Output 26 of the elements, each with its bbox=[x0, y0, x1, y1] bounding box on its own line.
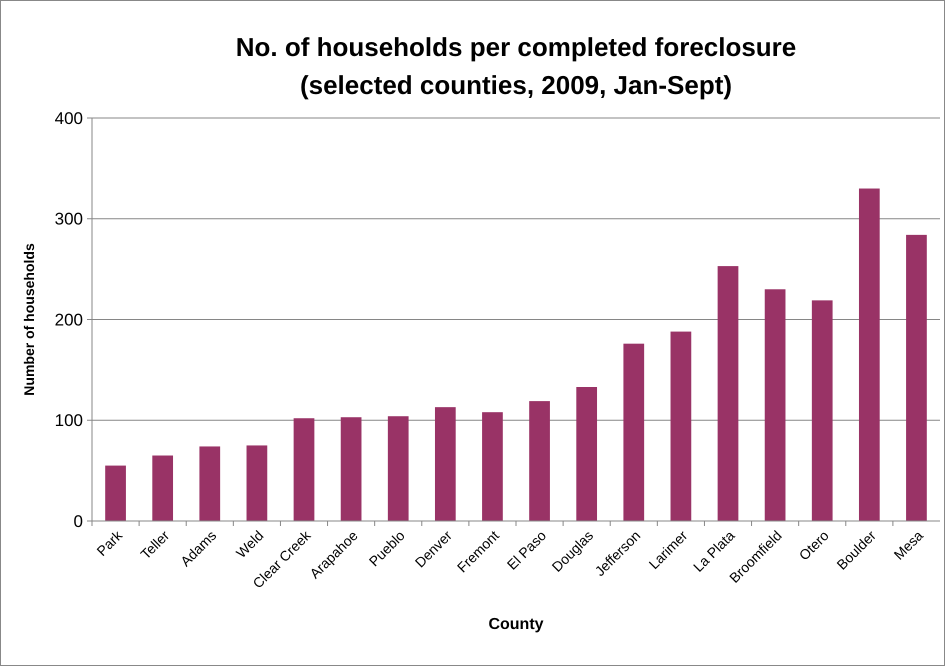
bar bbox=[294, 418, 314, 521]
bar bbox=[906, 234, 927, 521]
y-tick-label: 400 bbox=[54, 108, 83, 128]
bar bbox=[482, 412, 503, 521]
x-axis-title: County bbox=[488, 616, 544, 633]
bar bbox=[718, 266, 738, 521]
bar bbox=[199, 446, 220, 521]
bar bbox=[105, 466, 126, 521]
bar bbox=[434, 407, 456, 521]
y-tick-label: 300 bbox=[54, 210, 83, 229]
bar bbox=[246, 445, 268, 521]
y-tick-label: 100 bbox=[54, 411, 83, 430]
bar bbox=[340, 417, 362, 521]
y-axis-title: Number of households bbox=[21, 243, 37, 396]
bar bbox=[623, 344, 644, 521]
bar bbox=[858, 188, 880, 521]
bar bbox=[670, 332, 692, 521]
bar bbox=[764, 289, 786, 521]
y-tick-label: 0 bbox=[74, 512, 83, 531]
bar bbox=[152, 456, 174, 521]
y-tick-label: 200 bbox=[54, 310, 83, 330]
bar bbox=[388, 416, 409, 521]
chart-title: No. of households per completed foreclosure (selected counties, 2009, Jan-Sept) bbox=[236, 32, 796, 100]
bar bbox=[576, 387, 598, 521]
bar bbox=[529, 401, 550, 521]
bar bbox=[812, 300, 833, 521]
